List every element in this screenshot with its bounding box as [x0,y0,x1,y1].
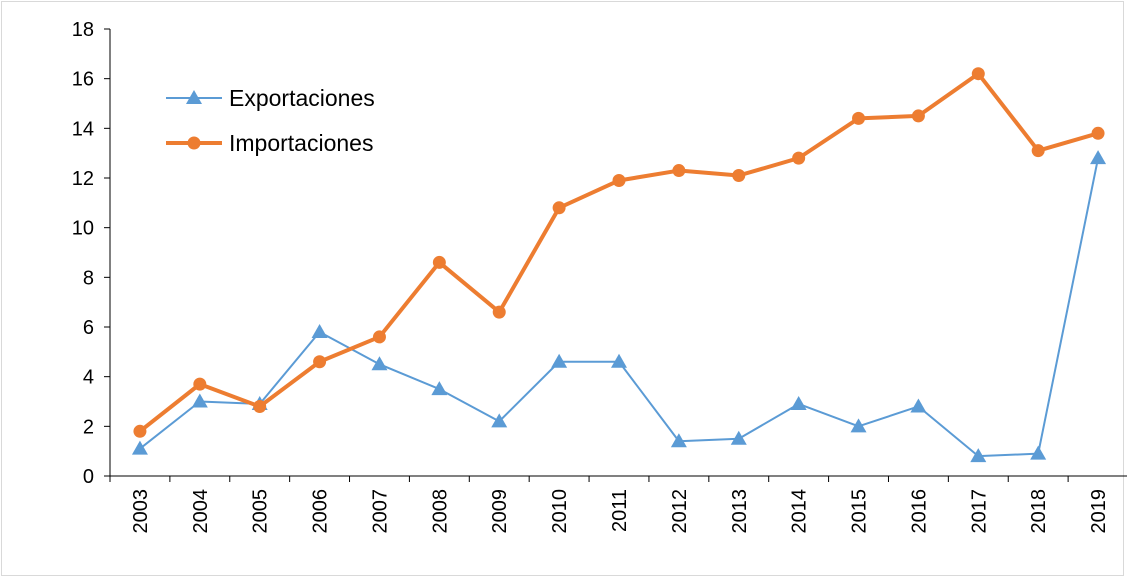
legend: Exportaciones Importaciones [166,85,375,156]
x-tick-label: 2015 [849,489,871,534]
y-tick-label: 14 [72,118,94,140]
data-point-importaciones [492,305,506,319]
y-tick-label: 16 [72,69,94,91]
data-point-importaciones [612,173,626,187]
data-point-exportaciones [431,381,448,396]
y-tick-label: 2 [83,416,94,438]
series-line-exportaciones [139,157,1100,458]
x-tick-label: 2005 [250,489,272,534]
data-point-exportaciones [910,398,927,413]
y-tick-label: 10 [72,218,94,240]
x-tick-label: 2012 [669,489,691,534]
data-point-importaciones [1091,126,1105,140]
data-point-importaciones [193,377,207,391]
data-point-exportaciones [131,440,148,455]
y-tick-label: 6 [83,317,94,339]
data-point-importaciones [911,109,925,123]
series-layer [131,67,1107,463]
data-point-exportaciones [670,433,687,448]
data-point-exportaciones [1090,150,1107,165]
data-point-importaciones [552,201,566,215]
x-tick-label: 2018 [1028,489,1050,534]
data-point-importaciones [253,399,267,413]
legend-label-importaciones: Importaciones [229,130,373,156]
data-point-importaciones [852,111,866,125]
y-tick-label: 18 [72,19,94,41]
y-tick-label: 12 [72,168,94,190]
x-tick-label: 2006 [310,489,332,534]
data-point-importaciones [432,255,446,269]
data-point-exportaciones [311,323,328,338]
x-tick-label: 2016 [908,489,930,534]
x-tick-label: 2008 [429,489,451,534]
series-line-importaciones [138,71,1099,433]
axes: 0 2 4 6 8 10 12 14 16 18 2003 2004 2005 2006 2007 2008 2… [72,19,1127,534]
data-point-exportaciones [191,393,208,408]
x-tick-label: 2013 [729,489,751,534]
data-point-importaciones [1031,144,1045,158]
data-point-importaciones [372,330,386,344]
data-point-exportaciones [970,448,987,463]
data-point-importaciones [672,164,686,178]
x-tick-label: 2009 [489,489,511,534]
x-tick-label: 2019 [1088,489,1110,534]
legend-item-exportaciones: Exportaciones [166,85,375,111]
x-tick-label: 2010 [549,489,571,534]
data-point-exportaciones [551,353,568,368]
y-tick-label: 8 [83,267,94,289]
data-point-exportaciones [790,395,807,410]
legend-marker-exportaciones [186,90,202,104]
x-tick-label: 2003 [130,489,152,534]
y-tick-label: 4 [83,367,94,389]
x-tick-label: 2017 [968,489,990,534]
data-point-importaciones [732,169,746,183]
data-point-importaciones [313,355,327,369]
data-point-exportaciones [611,353,627,368]
data-point-importaciones [133,424,147,438]
legend-item-importaciones: Importaciones [166,130,373,156]
data-point-exportaciones [491,413,508,428]
legend-label-exportaciones: Exportaciones [229,85,375,111]
data-point-importaciones [792,151,806,165]
data-point-exportaciones [1030,445,1047,460]
y-tick-label: 0 [83,466,94,488]
data-point-exportaciones [730,430,747,445]
data-point-exportaciones [371,356,388,371]
data-point-importaciones [971,67,985,81]
x-tick-label: 2004 [190,489,212,534]
x-tick-label: 2011 [609,489,631,532]
x-tick-label: 2014 [789,489,811,534]
x-tick-label: 2007 [369,489,391,534]
data-point-exportaciones [850,418,867,433]
legend-marker-importaciones [187,136,201,150]
